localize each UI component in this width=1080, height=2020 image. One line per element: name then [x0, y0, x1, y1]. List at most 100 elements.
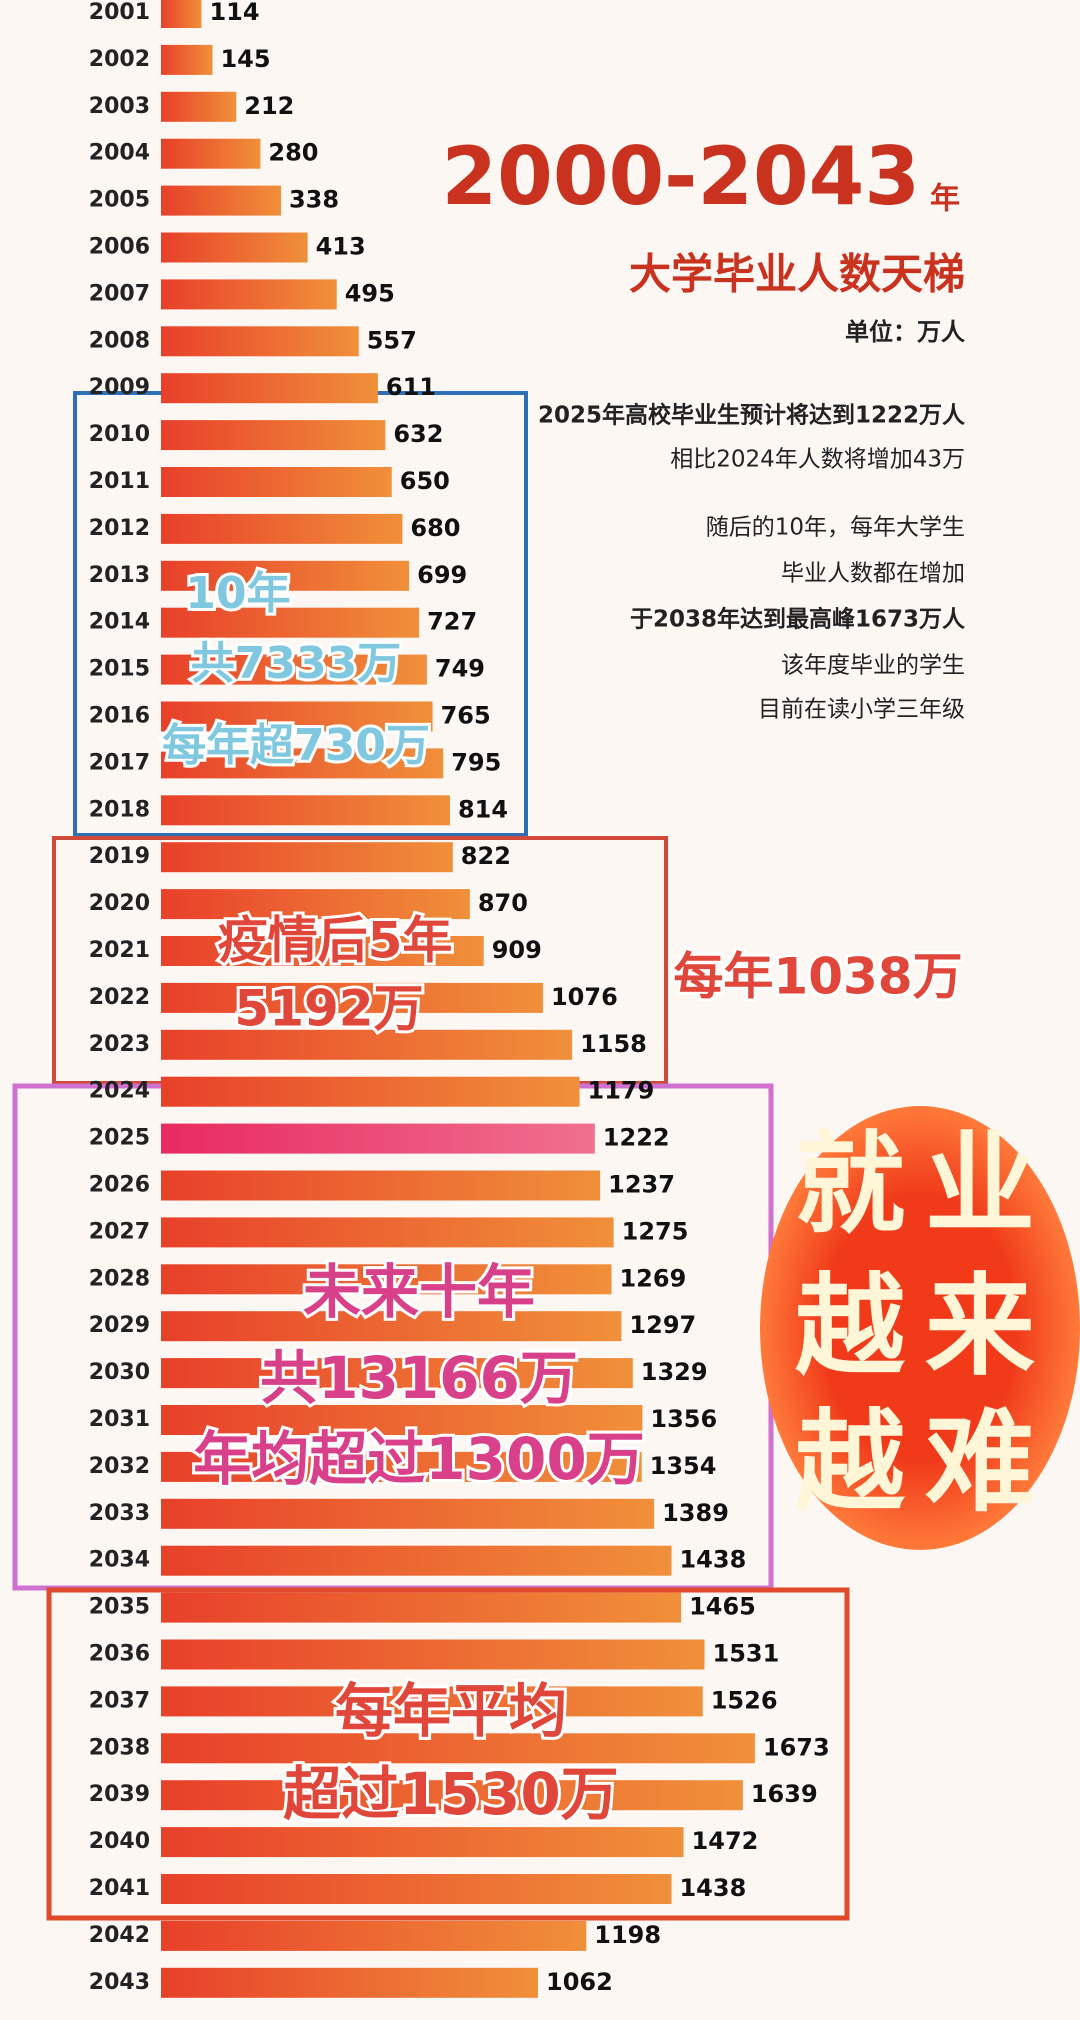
y-tick-label: 2021: [89, 938, 150, 963]
annotation: 10年: [185, 568, 290, 619]
title-suffix: 年: [930, 182, 960, 217]
value-label: 1472: [692, 1827, 759, 1855]
y-tick-label: 2010: [89, 422, 150, 447]
bar: [161, 513, 403, 544]
value-label: 749: [435, 655, 485, 683]
y-tick-label: 2037: [89, 1688, 150, 1713]
bar: [161, 373, 378, 404]
y-tick-label: 2024: [89, 1079, 150, 1104]
bar: [161, 232, 308, 263]
value-label: 114: [209, 0, 259, 26]
bar: [161, 1029, 573, 1060]
y-tick-label: 2008: [89, 328, 150, 353]
value-label: 1222: [603, 1124, 670, 1152]
bar: [161, 1780, 743, 1811]
value-label: 1062: [546, 1968, 613, 1996]
note: 于2038年达到最高峰1673万人: [630, 606, 966, 633]
value-label: 727: [427, 608, 477, 636]
y-tick-label: 2014: [89, 610, 150, 635]
value-label: 212: [244, 92, 294, 120]
bar: [161, 1592, 682, 1623]
value-label: 413: [316, 233, 366, 261]
annotation: 疫情后5年: [218, 912, 453, 970]
y-tick-label: 2033: [89, 1501, 150, 1526]
bar: [161, 982, 543, 1013]
bar: [161, 1123, 595, 1154]
value-label: 1269: [619, 1264, 686, 1292]
bar: [161, 560, 410, 591]
value-label: 1389: [662, 1499, 729, 1527]
y-tick-label: 2031: [89, 1407, 150, 1432]
bar: [161, 1967, 539, 1998]
bar: [161, 1405, 643, 1435]
value-label: 680: [410, 514, 460, 542]
annotation: 5192万: [234, 980, 423, 1038]
bar: [161, 1076, 580, 1107]
value-label: 1198: [594, 1921, 661, 1949]
note: 随后的10年，每年大学生: [706, 515, 965, 541]
value-label: 870: [478, 889, 528, 917]
bar: [161, 1311, 622, 1342]
value-label: 338: [289, 186, 339, 214]
value-label: 1179: [588, 1077, 655, 1105]
bar: [161, 936, 484, 966]
y-tick-label: 2027: [89, 1219, 150, 1244]
bar: [161, 326, 359, 357]
value-label: 632: [393, 420, 443, 448]
value-label: 611: [386, 373, 436, 401]
bar: [161, 185, 281, 216]
note: 毕业人数都在增加: [781, 561, 965, 587]
bar: [161, 1170, 601, 1201]
annotation: 每年平均: [335, 1677, 567, 1745]
annotation: 每年1038万: [673, 948, 962, 1006]
value-label: 1356: [650, 1405, 717, 1433]
bar: [161, 467, 392, 497]
bar: [161, 1733, 755, 1764]
note: 相比2024年人数将增加43万: [670, 447, 965, 473]
y-tick-label: 2004: [89, 141, 150, 166]
value-label: 1329: [641, 1358, 708, 1386]
value-label: 1237: [608, 1171, 675, 1199]
annotation: 年均超过1300万: [193, 1425, 644, 1493]
y-tick-label: 2025: [89, 1126, 150, 1151]
value-label: 814: [458, 795, 508, 823]
badge-text: 越难: [795, 1398, 1055, 1526]
y-tick-label: 2039: [89, 1782, 150, 1807]
y-tick-label: 2028: [89, 1266, 150, 1291]
y-tick-label: 2018: [89, 797, 150, 822]
value-label: 1526: [711, 1686, 778, 1714]
value-label: 822: [461, 842, 511, 870]
y-tick-label: 2005: [89, 188, 150, 213]
bar: [161, 1358, 633, 1389]
annotation: 超过1530万: [283, 1760, 618, 1828]
bar: [161, 1264, 612, 1295]
y-tick-label: 2042: [89, 1923, 150, 1948]
bar: [161, 1920, 587, 1951]
y-tick-label: 2035: [89, 1595, 150, 1620]
bar: [161, 1686, 703, 1717]
bar: [161, 44, 213, 75]
bar: [161, 795, 450, 826]
bar: [161, 701, 433, 732]
y-tick-label: 2034: [89, 1548, 150, 1573]
y-tick-label: 2015: [89, 657, 150, 682]
bar: [161, 1874, 672, 1904]
y-tick-label: 2023: [89, 1032, 150, 1057]
bar: [161, 1639, 705, 1670]
value-label: 909: [492, 936, 542, 964]
subtitle: 大学毕业人数天梯: [629, 250, 965, 299]
badge-text: 就业: [795, 1120, 1055, 1248]
box-peak: [46, 1587, 850, 1921]
bar: [161, 842, 453, 873]
value-label: 495: [345, 279, 395, 307]
bar: [161, 748, 444, 779]
y-tick-label: 2019: [89, 844, 150, 869]
y-tick-label: 2002: [89, 47, 150, 72]
value-label: 1438: [679, 1874, 746, 1902]
value-label: 1438: [679, 1546, 746, 1574]
y-tick-label: 2030: [89, 1360, 150, 1385]
note: 2025年高校毕业生预计将达到1222万人: [538, 402, 966, 429]
bar: [161, 1217, 614, 1248]
y-tick-label: 2036: [89, 1642, 150, 1667]
y-tick-label: 2038: [89, 1735, 150, 1760]
